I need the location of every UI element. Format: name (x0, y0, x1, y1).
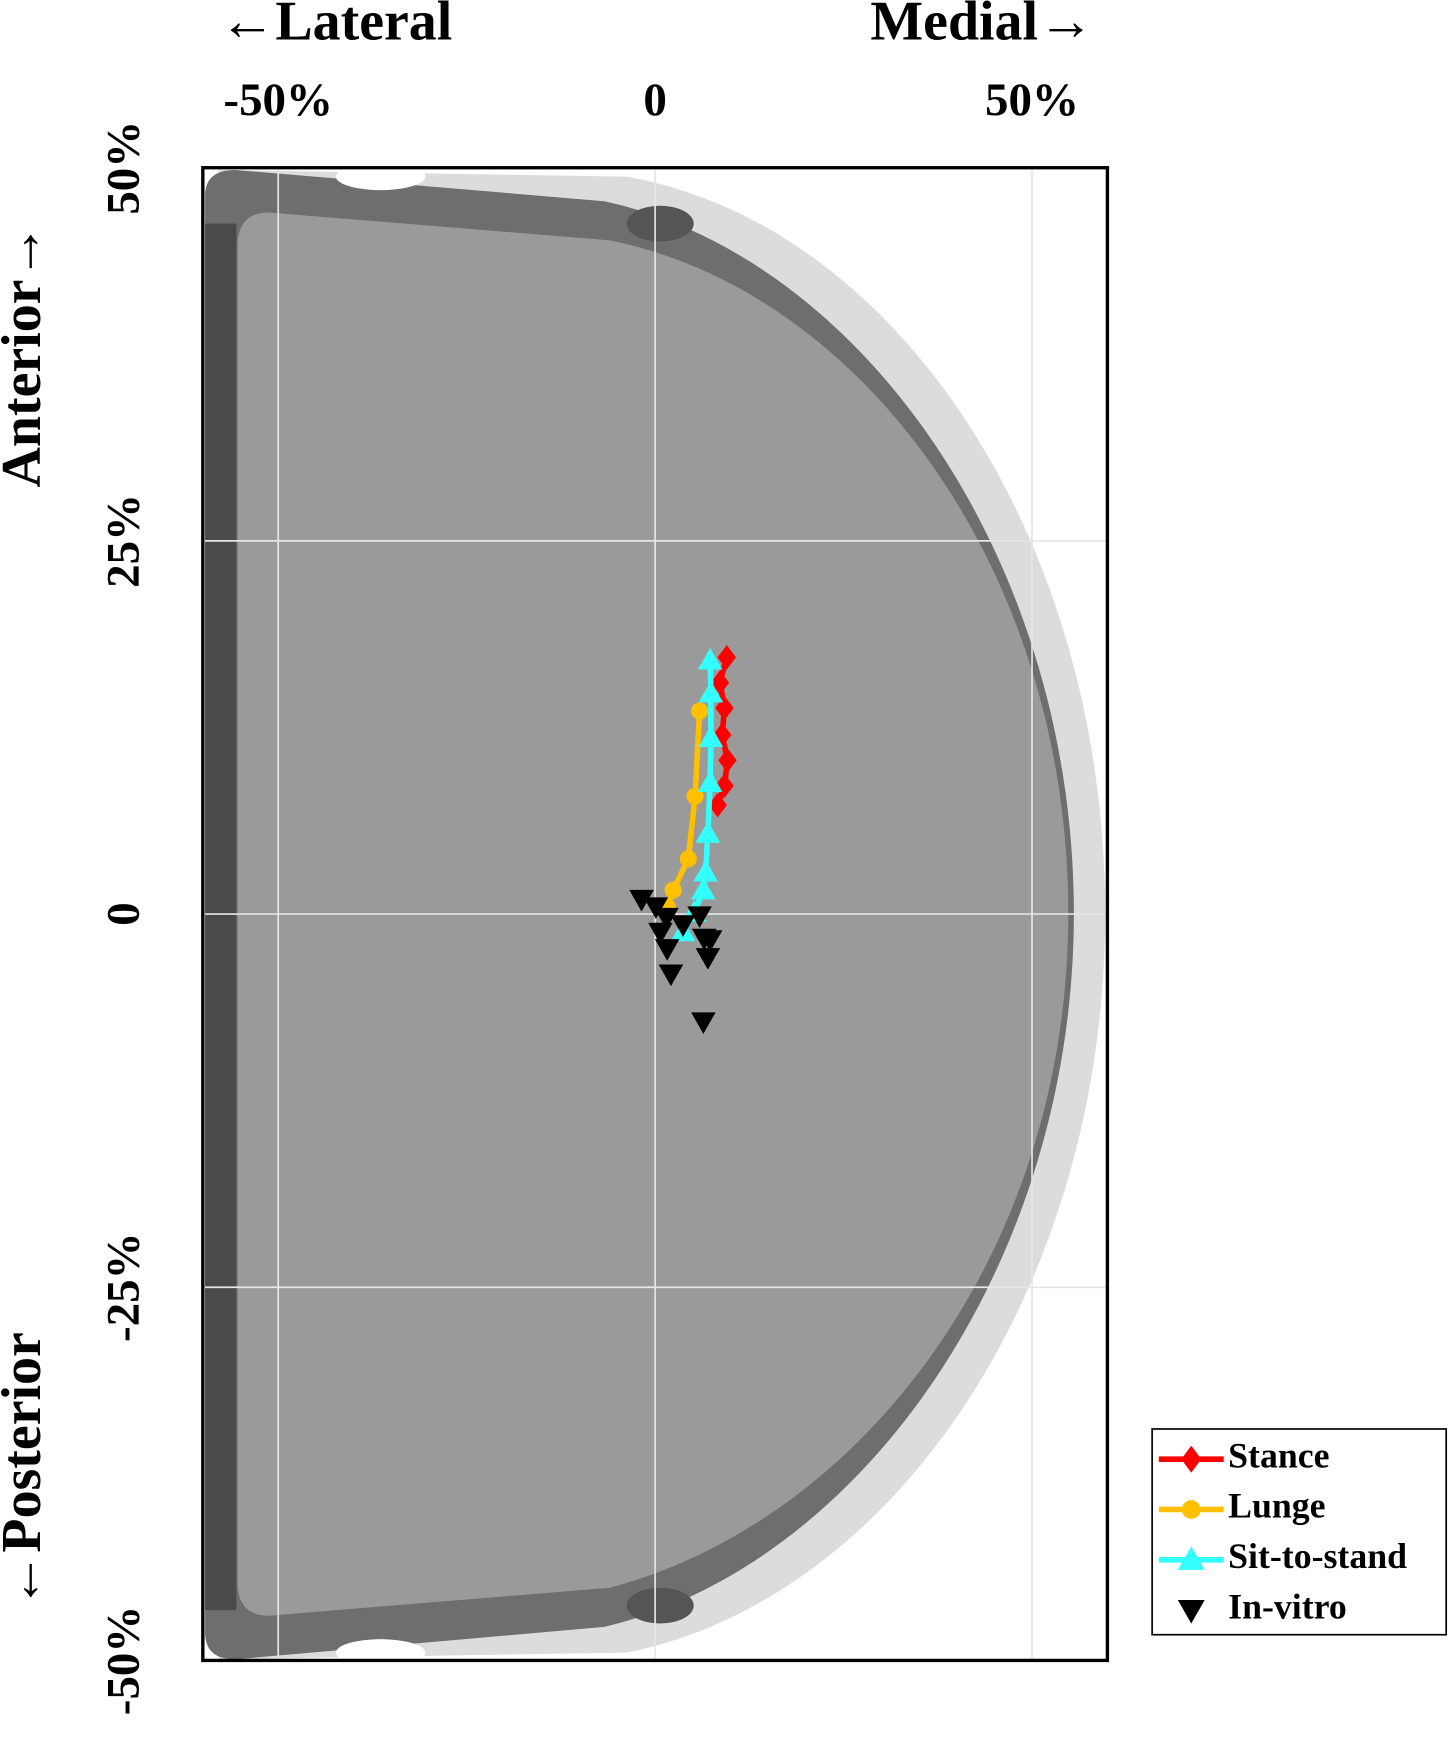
y-tick-label: 0 (98, 902, 150, 925)
data-point (717, 645, 736, 670)
legend-marker (1177, 1600, 1205, 1624)
data-point (718, 748, 737, 773)
data-point (697, 930, 723, 952)
legend-marker (1181, 1445, 1202, 1473)
legend-label: Sit-to-stand (1228, 1536, 1407, 1576)
x-tick-label: 50% (985, 74, 1079, 126)
legend-label: In-vitro (1228, 1586, 1347, 1626)
y-tick-label: 25% (98, 494, 150, 588)
y-label-top: Anterior→ (0, 224, 53, 488)
data-point (695, 948, 721, 970)
data-point (648, 922, 673, 945)
y-tick-label: 50% (98, 121, 150, 215)
data-point (697, 648, 723, 670)
data-point (693, 859, 718, 882)
x-label-left: ←Lateral (219, 0, 452, 53)
legend-label: Stance (1228, 1435, 1329, 1475)
data-point (697, 770, 723, 792)
data-point (687, 906, 712, 928)
data-point (654, 907, 679, 930)
data-point (664, 881, 682, 899)
data-point (695, 821, 721, 843)
y-label-bottom: ←Posterior (0, 1332, 53, 1608)
data-point (658, 964, 684, 987)
data-point (690, 702, 709, 720)
legend-label: Lunge (1228, 1486, 1325, 1526)
data-point (654, 939, 680, 961)
y-tick-label: -50% (98, 1606, 150, 1716)
y-tick-label: -25% (98, 1232, 150, 1342)
data-point (670, 915, 696, 937)
x-tick-label: 0 (643, 74, 666, 126)
x-tick-label: -50% (223, 74, 333, 126)
data-point (698, 725, 724, 748)
data-point (679, 850, 697, 868)
legend-marker (1177, 1546, 1205, 1570)
legend-marker (1181, 1500, 1201, 1519)
x-label-right: Medial→ (870, 0, 1094, 53)
data-point (629, 889, 654, 912)
data-point (691, 1012, 716, 1034)
data-point (691, 877, 716, 900)
plot-frame (201, 166, 1110, 1663)
data-point (698, 680, 724, 703)
